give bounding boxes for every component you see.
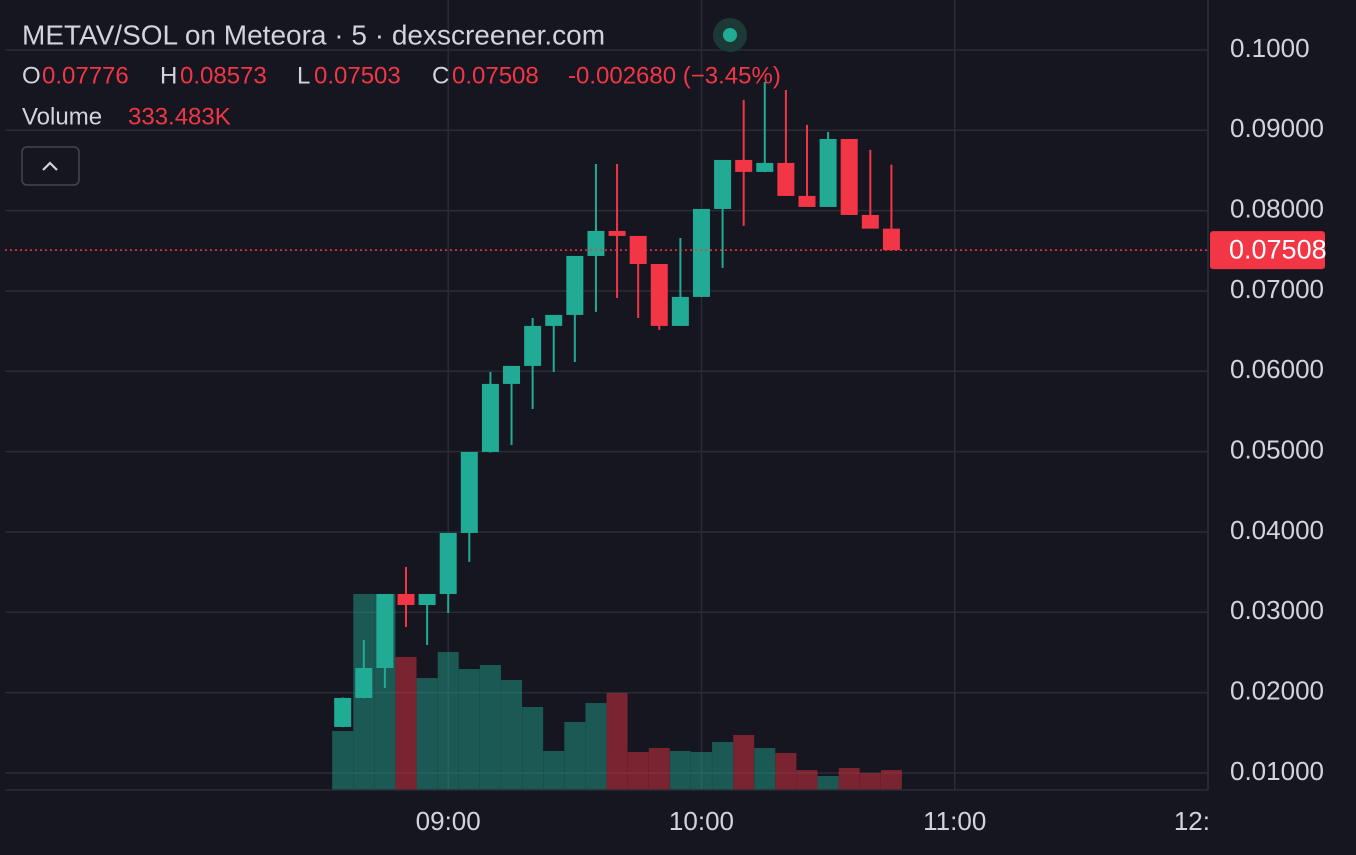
candle-body [397, 593, 415, 605]
ohlc-value: 0.07776 [42, 62, 129, 89]
candle-body [460, 451, 478, 533]
y-tick-label: 0.1000 [1230, 33, 1310, 63]
candle-body [524, 325, 542, 366]
volume-bar [416, 678, 438, 790]
ohlc-label: C [432, 62, 449, 89]
candle-body [418, 593, 436, 605]
ohlc-value: 0.08573 [180, 62, 267, 89]
volume-bar [817, 776, 839, 790]
candle-body [692, 208, 710, 297]
candle-body [566, 255, 584, 315]
x-tick-label: 11:00 [923, 806, 986, 836]
candle-body [629, 235, 647, 264]
volume-bar [332, 731, 354, 790]
volume-bar [564, 721, 586, 790]
volume-bar [775, 752, 797, 790]
x-tick-label: 09:00 [416, 806, 481, 836]
x-tick-label: 12: [1174, 806, 1210, 836]
volume-bar [437, 651, 459, 790]
volume-bar [501, 680, 523, 790]
candle-layer [334, 81, 900, 728]
volume-bar [754, 748, 776, 790]
y-tick-label: 0.05000 [1230, 435, 1324, 465]
last-price-box [1210, 231, 1325, 270]
candle-body [587, 230, 605, 256]
candle-body [650, 263, 668, 326]
volume-bar [712, 742, 734, 790]
y-tick-label: 0.08000 [1230, 194, 1324, 224]
collapse-button[interactable] [21, 146, 80, 186]
volume-bar [585, 703, 607, 790]
volume-bar [838, 767, 860, 790]
y-tick-label: 0.01000 [1230, 756, 1324, 786]
volume-bar [859, 773, 881, 790]
chart-title: METAV/SOL on Meteora · 5 · dexscreener.c… [22, 19, 605, 50]
volume-bar [627, 751, 649, 790]
ohlc-label: H [160, 62, 177, 89]
candle-body [608, 230, 626, 236]
volume-bar [796, 770, 818, 790]
volume-bar [606, 693, 628, 790]
ohlc-label: O [22, 62, 41, 89]
y-tick-label: 0.06000 [1230, 354, 1324, 384]
candle-body [334, 697, 352, 727]
volume-bar [522, 706, 544, 790]
candle-body [756, 162, 774, 172]
x-tick-label: 10:00 [669, 806, 734, 836]
candle-body [671, 296, 689, 326]
candle-body [798, 195, 816, 207]
candle-body [503, 365, 521, 384]
candle-body [819, 138, 837, 207]
candle-body [545, 314, 563, 326]
volume-bar [458, 669, 480, 790]
volume-bar [733, 735, 755, 790]
volume-bar [395, 656, 417, 790]
y-tick-label: 0.02000 [1230, 676, 1324, 706]
status-dot-inner [723, 28, 737, 42]
volume-bar [479, 665, 501, 790]
volume-bar [690, 751, 712, 790]
grid [5, 0, 1209, 790]
candle-body [714, 159, 732, 209]
ohlc-legend: O 0.07776 H 0.08573 L 0.07503 C 0.07508 … [22, 62, 781, 130]
candle-body [735, 159, 753, 172]
ohlc-value: 0.07503 [314, 62, 401, 89]
candle-body [439, 532, 457, 594]
ohlc-value: 0.07508 [452, 62, 539, 89]
y-tick-label: 0.04000 [1230, 515, 1324, 545]
y-tick-label: 0.03000 [1230, 595, 1324, 625]
change: -0.002680 (−3.45%) [568, 62, 781, 89]
axes: 0.1000 0.09000 0.08000 0.07000 0.06000 0.0500… [416, 33, 1324, 836]
volume-value: 333.483K [128, 103, 231, 130]
volume-bar [669, 751, 691, 790]
candle-body [777, 162, 795, 196]
candle-body [882, 228, 900, 251]
candle-body [355, 667, 373, 698]
last-price: 0.07508 [5, 231, 1327, 270]
button-frame[interactable] [21, 146, 80, 186]
y-tick-label: 0.09000 [1230, 113, 1324, 143]
volume-bar [543, 751, 565, 790]
candle-body [376, 593, 394, 668]
volume-bar [648, 748, 670, 790]
volume-layer [332, 594, 902, 790]
candle-body [481, 383, 499, 452]
candle-body [861, 214, 879, 229]
volume-bar [880, 769, 902, 790]
ohlc-label: L [297, 62, 310, 89]
volume-label: Volume [22, 103, 102, 130]
last-price-label: 0.07508 [1229, 234, 1327, 264]
candle-body [840, 138, 858, 215]
y-tick-label: 0.07000 [1230, 274, 1324, 304]
chevron-icon [42, 161, 58, 171]
